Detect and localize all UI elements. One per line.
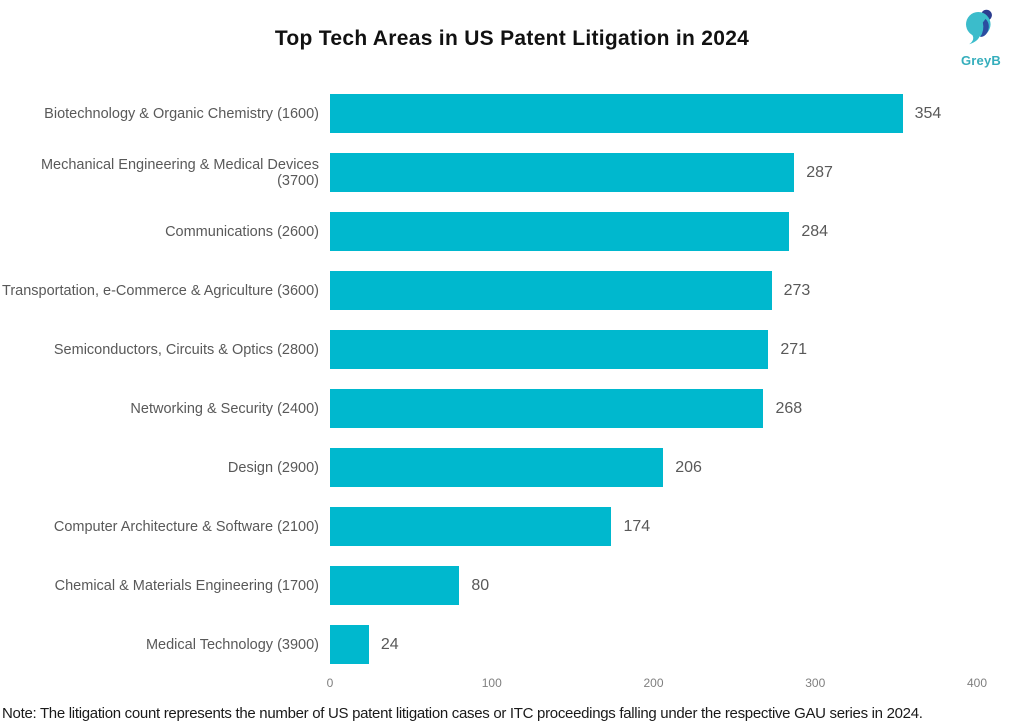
value-label: 273 — [783, 281, 811, 299]
value-label: 24 — [380, 635, 399, 653]
bar-chart: Biotechnology & Organic Chemistry (1600)… — [0, 84, 1024, 674]
greyb-logo-icon — [961, 7, 1001, 52]
category-label: Communications (2600) — [165, 223, 319, 240]
category-label: Medical Technology (3900) — [145, 636, 319, 653]
bar-row: Computer Architecture & Software (2100) … — [0, 497, 1024, 556]
category-label: Semiconductors, Circuits & Optics (2800) — [53, 341, 319, 358]
greyb-logo-text: GreyB — [960, 53, 1002, 68]
bar — [330, 448, 664, 487]
bar-track: 174 — [330, 507, 1024, 546]
bar-track: 284 — [330, 212, 1024, 251]
x-axis-tick: 100 — [481, 676, 502, 690]
x-axis-tick: 200 — [643, 676, 664, 690]
bar-track: 271 — [330, 330, 1024, 369]
bar — [330, 625, 369, 664]
bar-row: Medical Technology (3900) 24 — [0, 615, 1024, 674]
page-title: Top Tech Areas in US Patent Litigation i… — [274, 27, 750, 50]
bar — [330, 94, 903, 133]
bar-row: Chemical & Materials Engineering (1700) … — [0, 556, 1024, 615]
x-axis-tick: 0 — [326, 676, 334, 690]
bar-track: 287 — [330, 153, 1024, 192]
bar-row: Transportation, e-Commerce & Agriculture… — [0, 261, 1024, 320]
bar-track: 24 — [330, 625, 1024, 664]
bar-row: Semiconductors, Circuits & Optics (2800)… — [0, 320, 1024, 379]
category-label: Mechanical Engineering & Medical Devices… — [40, 156, 319, 189]
bar-track: 354 — [330, 94, 1024, 133]
bar — [330, 507, 612, 546]
bar-row: Networking & Security (2400) 268 — [0, 379, 1024, 438]
bar-row: Communications (2600) 284 — [0, 202, 1024, 261]
bar-row: Biotechnology & Organic Chemistry (1600)… — [0, 84, 1024, 143]
category-label: Design (2900) — [227, 459, 319, 476]
bar — [330, 271, 772, 310]
bar — [330, 330, 769, 369]
value-label: 268 — [775, 399, 803, 417]
category-label: Computer Architecture & Software (2100) — [53, 518, 319, 535]
value-label: 287 — [806, 163, 833, 181]
value-label: 206 — [675, 458, 702, 476]
bar-rows: Biotechnology & Organic Chemistry (1600)… — [0, 84, 1024, 674]
x-axis: 0 100 200 300 400 — [326, 676, 987, 694]
bar-track: 206 — [330, 448, 1024, 487]
x-axis-tick: 400 — [966, 676, 988, 690]
bar-track: 273 — [330, 271, 1024, 310]
x-axis-tick: 300 — [805, 676, 826, 690]
bar — [330, 212, 790, 251]
bar-track: 268 — [330, 389, 1024, 428]
category-label: Biotechnology & Organic Chemistry (1600) — [44, 105, 319, 122]
bar-row: Mechanical Engineering & Medical Devices… — [0, 143, 1024, 202]
bar — [330, 566, 460, 605]
category-label: Transportation, e-Commerce & Agriculture… — [2, 282, 319, 299]
bar — [330, 389, 764, 428]
value-label: 271 — [780, 340, 808, 358]
value-label: 284 — [801, 222, 829, 240]
value-label: 174 — [623, 517, 651, 535]
bar-row: Design (2900) 206 — [0, 438, 1024, 497]
category-label: Chemical & Materials Engineering (1700) — [54, 577, 319, 594]
footnote: Note: The litigation count represents th… — [2, 705, 923, 722]
category-label: Networking & Security (2400) — [130, 400, 319, 417]
value-label: 80 — [471, 576, 490, 594]
value-label: 354 — [914, 104, 942, 122]
bar-track: 80 — [330, 566, 1024, 605]
bar — [330, 153, 795, 192]
greyb-logo: GreyB — [950, 7, 1012, 68]
